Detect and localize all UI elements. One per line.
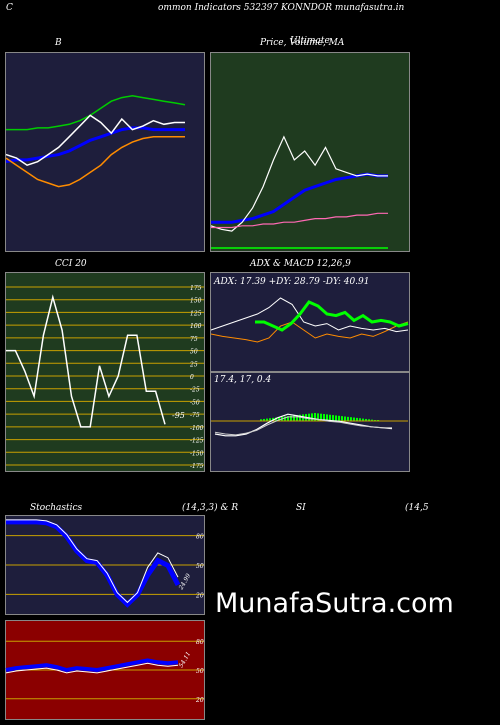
macd-line [214,413,393,437]
macd-histogram-bar [296,415,298,421]
cci-tick-label: 100 [190,323,202,330]
macd-histogram-bar [350,417,352,421]
bollinger-series-2 [5,114,185,167]
rsi-title: SI [296,503,306,513]
cci-tick-label: -25 [190,387,200,394]
cci-tick-label: 25 [189,361,198,368]
macd-histogram-bar [269,418,271,421]
macd-histogram-bar [326,414,328,421]
cci-title: CCI 20 [55,259,87,269]
macd-histogram-bar [365,418,367,421]
macd-histogram-bar [347,416,349,421]
macd-histogram-bar [317,413,319,421]
adx-macd-title: ADX & MACD 12,26,9 [250,259,351,269]
cci-tick-label: 75 [190,336,198,343]
cci-tick-label: 175 [190,285,202,292]
price-series-2 [211,212,388,229]
bollinger-series-1 [5,126,185,164]
macd-histogram-bar [260,419,262,421]
macd-histogram-bar [266,418,268,421]
macd-histogram-bar [341,416,343,421]
cci-tick-label: -175 [190,463,204,470]
header-title: ommon Indicators 532397 KONNDOR munafasu… [158,3,405,13]
stoch-last-label: 24.99 [177,572,192,591]
watermark: MunafaSutra.com [215,588,454,619]
rsi-tick-label: 20 [195,697,204,704]
rsi-tick-label: 50 [196,668,204,675]
cci-tick-label: 50 [190,349,198,356]
stochastics-params: (14,3,3) & R [182,503,239,513]
macd-histogram-bar [359,418,361,421]
adx-green-line [255,300,409,332]
stoch-d-line [6,519,179,604]
macd-histogram-bar [338,415,340,421]
macd-values-text: 17.4, 17, 0.4 [214,375,272,385]
macd-histogram-bar [272,417,274,421]
macd-histogram-bar [368,419,370,421]
ultimate-overlap-title: Ultimate [290,36,330,46]
price-series-1 [210,135,388,232]
macd-histogram-bar [263,418,265,421]
cci-tick-label: 150 [190,298,202,305]
header-c-left: C [6,3,13,13]
price-ma-title: Price, Volume, MA [260,38,345,48]
macd-histogram-bar [314,413,316,421]
macd-histogram-bar [299,414,301,421]
bollinger-series-3 [5,136,185,188]
macd-histogram-bar [344,416,346,421]
macd-histogram-bar [329,414,331,421]
stoch-k-line [6,519,181,608]
macd-histogram-bar [323,414,325,421]
macd-histogram-bar [320,413,322,421]
adx-white-line [210,297,409,333]
rsi-white-line [5,662,179,674]
macd-histogram-bar [356,417,358,421]
macd-histogram-bar [371,419,373,421]
stoch-tick-label: 50 [196,563,204,570]
cci-tick-label: -100 [190,425,204,432]
cci-tick-label: -50 [190,399,200,406]
macd-histogram-bar [287,416,289,421]
macd-panel [210,372,410,472]
rsi-params: (14,5 [405,503,429,513]
bollinger-panel [5,52,205,252]
macd-histogram-bar [284,416,286,421]
macd-histogram-bar [353,417,355,421]
bollinger-series-0 [6,95,186,131]
cci-last-label: -95 [172,411,185,420]
macd-histogram-bar [311,413,313,421]
stoch-tick-label: 80 [196,534,204,541]
stoch-tick-label: 20 [195,592,204,599]
macd-histogram-bar [275,417,277,421]
macd-histogram-bar [362,418,364,421]
macd-histogram-bar [278,417,280,421]
cci-tick-label: -75 [190,412,200,419]
rsi-blue-line [5,658,179,673]
macd-histogram-bar [332,415,334,421]
rsi-tick-label: 80 [196,639,204,646]
bollinger-title: B [55,38,62,48]
rsi-last-label: 54.11 [178,651,193,669]
cci-tick-label: 0 [190,374,194,381]
macd-histogram-bar [335,415,337,421]
cci-line [6,294,166,428]
stochastics-title: Stochastics [30,503,83,513]
macd-signal-line [214,416,392,436]
adx-orange-line [210,321,409,343]
cci-tick-label: -125 [190,438,204,445]
cci-tick-label: 125 [190,310,202,317]
adx-values-text: ADX: 17.39 +DY: 28.79 -DY: 40.91 [214,277,370,287]
macd-histogram-bar [290,415,292,421]
price-ma-panel [210,52,410,252]
cci-tick-label: -150 [190,450,204,457]
macd-histogram-bar [293,415,295,421]
